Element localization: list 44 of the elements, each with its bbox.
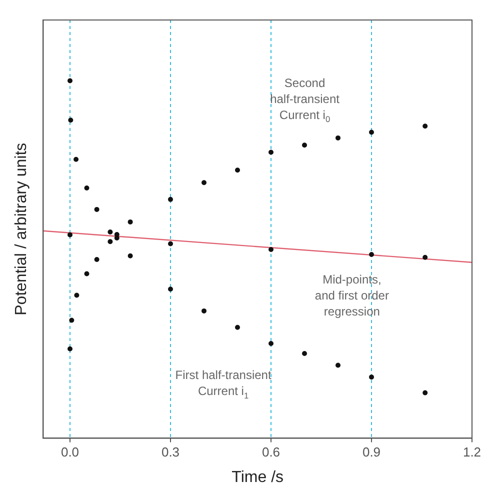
x-tick-label: 1.2 bbox=[462, 444, 482, 460]
point bbox=[336, 135, 340, 140]
point bbox=[369, 130, 374, 135]
x-tick-label: 0.6 bbox=[262, 444, 280, 460]
point bbox=[235, 324, 240, 330]
point bbox=[108, 239, 113, 244]
point bbox=[268, 246, 274, 252]
point bbox=[302, 350, 307, 356]
x-tick-label: 0.9 bbox=[362, 444, 381, 460]
point bbox=[84, 185, 90, 190]
point bbox=[422, 390, 428, 396]
point bbox=[68, 232, 72, 238]
point bbox=[114, 232, 120, 237]
y-axis-title: Potential / arbitrary units bbox=[13, 142, 30, 316]
point bbox=[369, 374, 374, 380]
point bbox=[168, 286, 173, 292]
point bbox=[68, 118, 74, 123]
point bbox=[108, 229, 113, 234]
point bbox=[128, 253, 133, 258]
point bbox=[369, 252, 374, 257]
point bbox=[94, 256, 100, 262]
point bbox=[202, 180, 206, 186]
point bbox=[422, 254, 428, 260]
point bbox=[422, 124, 428, 129]
point bbox=[74, 156, 79, 162]
point bbox=[235, 168, 240, 173]
point bbox=[302, 142, 307, 148]
annotation: Mid-points, and first order regression bbox=[314, 272, 389, 318]
point bbox=[168, 196, 173, 202]
point bbox=[202, 308, 206, 314]
point bbox=[128, 219, 133, 224]
point bbox=[94, 206, 100, 212]
point bbox=[84, 271, 90, 276]
x-tick-label: 0.3 bbox=[161, 444, 180, 460]
point bbox=[68, 346, 72, 352]
point bbox=[69, 318, 74, 323]
x-tick-label: 0.0 bbox=[60, 444, 80, 460]
point bbox=[268, 340, 274, 346]
x-axis-title: Time /s bbox=[232, 468, 284, 486]
point bbox=[68, 78, 72, 84]
point bbox=[268, 150, 274, 155]
point bbox=[336, 362, 340, 368]
point bbox=[74, 292, 80, 298]
point bbox=[168, 241, 173, 246]
